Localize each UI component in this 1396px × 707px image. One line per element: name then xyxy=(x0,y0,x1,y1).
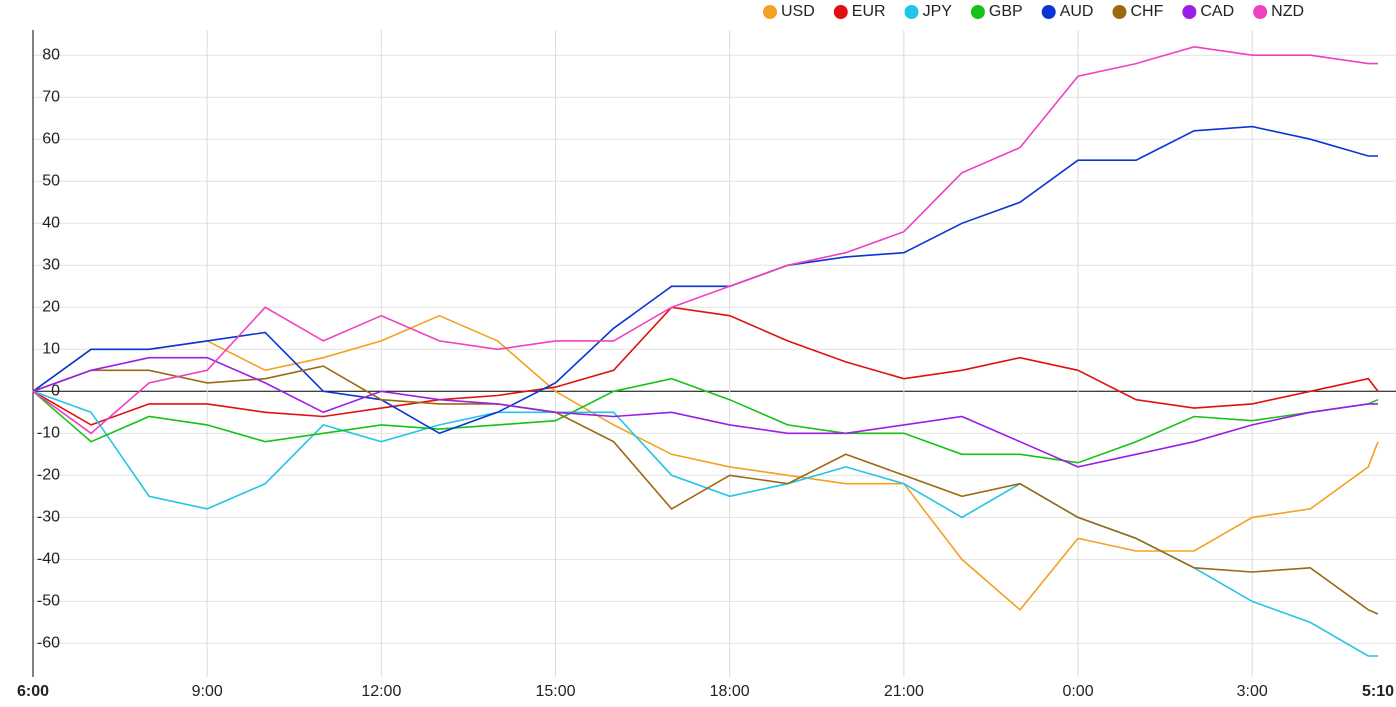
y-tick-label: -10 xyxy=(37,425,60,442)
legend-marker xyxy=(1112,5,1127,19)
x-tick-label: 0:00 xyxy=(1062,683,1093,700)
y-tick-label: 0 xyxy=(51,383,60,400)
series-line xyxy=(32,365,1379,615)
x-tick-label: 18:00 xyxy=(710,683,750,700)
y-tick-label: 30 xyxy=(42,256,60,273)
legend-marker xyxy=(904,5,919,19)
legend-marker xyxy=(1253,5,1268,19)
x-tick-label: 21:00 xyxy=(884,683,924,700)
legend-marker xyxy=(1182,5,1197,19)
legend-marker xyxy=(1041,5,1056,19)
series-line xyxy=(32,306,1379,426)
y-tick-label: -30 xyxy=(37,509,60,526)
y-tick-label: 40 xyxy=(42,214,60,231)
series-line xyxy=(32,356,1378,468)
legend-label: AUD xyxy=(1060,3,1094,20)
x-tick-label: 5:10 xyxy=(1362,683,1394,700)
series-line xyxy=(32,377,1379,464)
series-line xyxy=(32,45,1378,435)
legend-label: CAD xyxy=(1200,3,1234,20)
series-line xyxy=(32,314,1379,611)
y-tick-label: 60 xyxy=(42,130,60,147)
y-tick-label: -40 xyxy=(37,551,60,568)
legend-label: CHF xyxy=(1130,3,1163,20)
y-tick-label: -50 xyxy=(37,593,60,610)
series-line xyxy=(32,125,1378,435)
y-tick-label: -60 xyxy=(37,635,60,652)
x-tick-label: 15:00 xyxy=(535,683,575,700)
legend-label: NZD xyxy=(1271,3,1304,20)
legend-marker xyxy=(833,5,848,19)
legend-marker xyxy=(970,5,985,19)
legend-label: GBP xyxy=(989,3,1023,20)
x-tick-label: 12:00 xyxy=(361,683,401,700)
legend-label: USD xyxy=(781,3,815,20)
y-tick-label: 50 xyxy=(42,172,60,189)
y-tick-label: -20 xyxy=(37,467,60,484)
series-line xyxy=(32,390,1378,657)
legend-label: JPY xyxy=(923,3,953,20)
y-tick-label: 80 xyxy=(42,46,60,63)
y-tick-label: 10 xyxy=(42,341,60,358)
x-tick-label: 6:00 xyxy=(17,683,49,700)
legend-marker xyxy=(763,5,777,19)
x-tick-label: 3:00 xyxy=(1237,683,1268,700)
y-tick-label: 70 xyxy=(42,88,60,105)
legend-label: EUR xyxy=(852,3,886,20)
y-tick-label: 20 xyxy=(42,299,60,316)
x-tick-label: 9:00 xyxy=(192,683,223,700)
